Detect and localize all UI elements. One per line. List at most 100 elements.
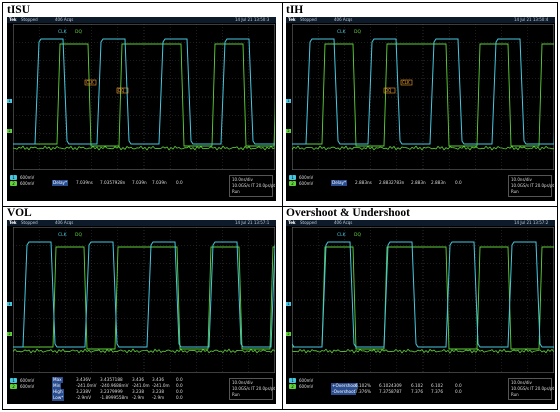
acq-count: 406 Acqs bbox=[334, 17, 353, 22]
measurement-value: 7.3758787 bbox=[379, 389, 402, 394]
timebase-box[interactable]: 10.0ns/div 10.0GS/s IT 20.0ps/pt Run bbox=[229, 175, 276, 197]
scope-status-bar: Tek Stopped 406 Acqs 14 Jul 21 13:50:4 bbox=[286, 17, 555, 23]
mode-text: Run bbox=[511, 189, 519, 194]
panel-0: tISU Tek Stopped 406 Acqs 14 Jul 21 13:50:3 C… bbox=[4, 3, 279, 204]
channel-1-scale: 600mV bbox=[299, 175, 314, 180]
measurement-name: Delay* bbox=[52, 180, 69, 186]
measurement-value: 7.039n bbox=[132, 180, 147, 185]
measurement-value: 2.883n bbox=[411, 180, 426, 185]
tek-logo: Tek bbox=[9, 220, 17, 225]
measurement-value: 0.0 bbox=[176, 377, 183, 382]
timestamp: 14 Jul 21 13:57:1 bbox=[235, 220, 270, 225]
channel-2-scale: 600mV bbox=[20, 181, 35, 186]
acq-count: 406 Acqs bbox=[334, 220, 353, 225]
measurement-table: +Overshoot 6.102% 6.1024309 6.102 6.102 0.0 -O… bbox=[331, 377, 481, 402]
clk-waveform bbox=[292, 38, 554, 145]
channel-1-button[interactable]: 1 bbox=[289, 378, 296, 383]
dq-waveform bbox=[13, 43, 275, 147]
waveform-display: CLK DQ bbox=[292, 227, 554, 373]
acq-count: 406 Acqs bbox=[55, 17, 74, 22]
channel-2-offset-marker[interactable]: 2 bbox=[286, 332, 291, 336]
panel-title: VOL bbox=[7, 207, 32, 219]
panel-title: tIH bbox=[286, 4, 304, 16]
channel-2-offset-marker[interactable]: 2 bbox=[286, 129, 291, 133]
channel-label-dq: DQ bbox=[354, 232, 361, 238]
clk-waveform bbox=[13, 241, 275, 348]
scope-status-bar: Tek Stopped 406 Acqs 14 Jul 21 13:57:1 bbox=[7, 220, 276, 226]
channel-1-offset-marker[interactable]: 1 bbox=[7, 302, 12, 306]
channel-1-button[interactable]: 1 bbox=[10, 175, 17, 180]
channel-1-offset-marker[interactable]: 1 bbox=[7, 99, 12, 103]
samplerate-text: 10.0GS/s IT 20.0ps/pt bbox=[511, 183, 555, 188]
dq-noise-trace bbox=[292, 348, 554, 354]
cursor-label: CLK bbox=[402, 80, 410, 85]
oscilloscope-screenshot: Tek Stopped 406 Acqs 14 Jul 21 13:50:4 CLK DQ… bbox=[286, 17, 555, 201]
measurement-value: 0.0 bbox=[176, 395, 183, 400]
scope-readout-bar: 1 600mV 2 600mV Delay* 2.883ns 2.8832783n 2.883… bbox=[286, 172, 555, 201]
timebase-text: 10.0ns/div bbox=[511, 380, 532, 385]
measurement-value: -241.0m bbox=[152, 383, 170, 388]
measurement-value: -2.9m bbox=[152, 395, 165, 400]
tek-logo: Tek bbox=[9, 17, 17, 22]
timestamp: 14 Jul 21 13:50:4 bbox=[514, 17, 549, 22]
timebase-box[interactable]: 10.0ns/div 10.0GS/s IT 20.0ps/pt Run bbox=[508, 175, 555, 197]
channel-1-button[interactable]: 1 bbox=[10, 378, 17, 383]
waveform-display: CLK DQ bbox=[13, 227, 275, 373]
scope-readout-bar: 1 600mV 2 600mV +Overshoot 6.102% 6.1024309 6.1… bbox=[286, 375, 555, 404]
channel-label-clk: CLK bbox=[337, 232, 347, 238]
timebase-text: 10.0ns/div bbox=[232, 380, 253, 385]
measurement-value: 3.436V bbox=[76, 377, 91, 382]
dq-waveform bbox=[13, 246, 275, 350]
clk-waveform bbox=[292, 241, 554, 348]
timebase-text: 10.0ns/div bbox=[232, 177, 253, 182]
measurement-value: 6.1024309 bbox=[379, 383, 402, 388]
samplerate-text: 10.0GS/s IT 20.0ps/pt bbox=[232, 183, 276, 188]
measurement-table: Delay* 2.883ns 2.8832783n 2.883n 2.883n 0.0 bbox=[331, 174, 481, 199]
measurement-value: -1.8999558m bbox=[100, 395, 129, 400]
channel-label-dq: DQ bbox=[75, 29, 82, 35]
channel-2-offset-marker[interactable]: 2 bbox=[7, 129, 12, 133]
cursor-label: DQ bbox=[118, 88, 124, 93]
channel-1-button[interactable]: 1 bbox=[289, 175, 296, 180]
channel-1-offset-marker[interactable]: 1 bbox=[286, 302, 291, 306]
timestamp: 14 Jul 21 13:57:2 bbox=[514, 220, 549, 225]
panel-2: VOL Tek Stopped 406 Acqs 14 Jul 21 13:57:1 CL… bbox=[4, 206, 279, 407]
measurement-value: 2.883n bbox=[431, 180, 446, 185]
scope-status-bar: Tek Stopped 406 Acqs 14 Jul 21 13:50:3 bbox=[7, 17, 276, 23]
scope-readout-bar: 1 600mV 2 600mV Max 3.436V 3.4357188 3.436 3.436… bbox=[7, 375, 276, 404]
channel-2-button[interactable]: 2 bbox=[289, 384, 296, 389]
table-row-divider bbox=[3, 206, 557, 207]
samplerate-text: 10.0GS/s IT 20.0ps/pt bbox=[232, 386, 276, 391]
mode-text: Run bbox=[232, 392, 240, 397]
channel-2-offset-marker[interactable]: 2 bbox=[7, 332, 12, 336]
channel-label-dq: DQ bbox=[75, 232, 82, 238]
channel-1-scale: 600mV bbox=[20, 175, 35, 180]
channel-1-offset-marker[interactable]: 1 bbox=[286, 99, 291, 103]
channel-1-scale: 600mV bbox=[299, 378, 314, 383]
measurement-value: 3.2379999 bbox=[100, 389, 123, 394]
measurement-value: 7.376 bbox=[411, 389, 423, 394]
waveform-display: CLK DQ CLK DQ bbox=[13, 24, 275, 170]
measurement-value: 0.0 bbox=[176, 389, 183, 394]
channel-2-scale: 600mV bbox=[299, 181, 314, 186]
panel-title: Overshoot & Undershoot bbox=[286, 207, 410, 219]
mode-text: Run bbox=[511, 392, 519, 397]
measurement-name: Min bbox=[52, 383, 62, 389]
channel-label-dq: DQ bbox=[354, 29, 361, 35]
tek-logo: Tek bbox=[288, 220, 296, 225]
timebase-box[interactable]: 10.0ns/div 10.0GS/s IT 20.0ps/pt Run bbox=[508, 378, 554, 400]
clk-waveform bbox=[13, 38, 275, 145]
panel-3: Overshoot & Undershoot Tek Stopped 406 Acqs… bbox=[283, 206, 558, 407]
measurement-value: 2.883ns bbox=[355, 180, 372, 185]
scope-status-bar: Tek Stopped 406 Acqs 14 Jul 21 13:57:2 bbox=[286, 220, 555, 226]
measurement-value: 3.436 bbox=[152, 377, 164, 382]
measurement-value: 3.238 bbox=[132, 389, 144, 394]
tek-logo: Tek bbox=[288, 17, 296, 22]
timebase-box[interactable]: 10.0ns/div 10.0GS/s IT 20.0ps/pt Run bbox=[229, 378, 276, 400]
channel-2-button[interactable]: 2 bbox=[289, 181, 296, 186]
measurement-value: 3.238V bbox=[76, 389, 91, 394]
channel-2-button[interactable]: 2 bbox=[10, 384, 17, 389]
measurement-value: 0.0 bbox=[455, 180, 462, 185]
channel-2-button[interactable]: 2 bbox=[10, 181, 17, 186]
